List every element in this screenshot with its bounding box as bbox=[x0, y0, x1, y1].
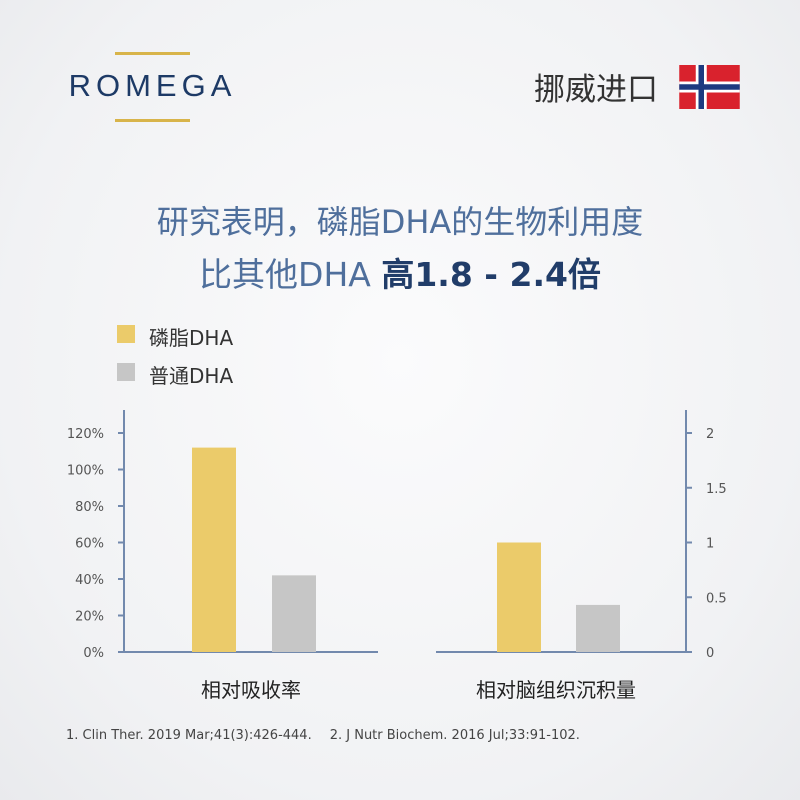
references: 1. Clin Ther. 2019 Mar;41(3):426-444. 2. … bbox=[66, 728, 580, 743]
reference-1: 1. Clin Ther. 2019 Mar;41(3):426-444. bbox=[66, 728, 312, 743]
chart-2-tick-label: 1.5 bbox=[706, 482, 727, 497]
flag-blue-horizontal bbox=[679, 84, 740, 90]
legend-swatch-regular-dha bbox=[117, 363, 135, 381]
legend-swatch-phospholipid-dha bbox=[117, 325, 135, 343]
origin-label: 挪威进口 bbox=[534, 72, 658, 108]
chart-2-tick-label: 0 bbox=[706, 646, 714, 661]
logo-bottom-bar bbox=[115, 119, 190, 122]
chart-1-tick-label: 60% bbox=[75, 537, 104, 552]
chart-1-tick-label: 0% bbox=[83, 646, 104, 661]
chart-2-tick-label: 0.5 bbox=[706, 591, 727, 606]
chart-1-bar-regular-dha bbox=[272, 575, 316, 652]
chart-1-tick-label: 100% bbox=[67, 464, 104, 479]
chart-2-tick-label: 1 bbox=[706, 537, 714, 552]
chart-1-category-label: 相对吸收率 bbox=[201, 678, 301, 702]
legend-label-phospholipid-dha: 磷脂DHA bbox=[149, 326, 234, 350]
headline-highlight: 高1.8 - 2.4倍 bbox=[381, 255, 601, 294]
chart-1-tick-label: 80% bbox=[75, 500, 104, 515]
headline-line-1: 研究表明，磷脂DHA的生物利用度 bbox=[156, 203, 644, 241]
chart-2-bar-phospholipid-dha bbox=[497, 542, 541, 652]
norway-flag-icon bbox=[679, 65, 740, 109]
chart-1-tick-label: 40% bbox=[75, 573, 104, 588]
chart-2-category-label: 相对脑组织沉积量 bbox=[476, 678, 636, 702]
legend-label-regular-dha: 普通DHA bbox=[149, 364, 234, 388]
chart-1-bar-phospholipid-dha bbox=[192, 447, 236, 652]
headline-line-2-prefix: 比其他DHA bbox=[199, 255, 382, 294]
chart-2-bar-regular-dha bbox=[576, 604, 620, 652]
logo-top-bar bbox=[115, 52, 190, 55]
chart-2-tick-label: 2 bbox=[706, 427, 714, 442]
headline-line-2: 比其他DHA 高1.8 - 2.4倍 bbox=[0, 248, 800, 296]
brand-name: ROMEGA bbox=[68, 68, 237, 103]
reference-2: 2. J Nutr Biochem. 2016 Jul;33:91-102. bbox=[329, 728, 580, 743]
chart-1-tick-label: 20% bbox=[75, 610, 104, 625]
brand-logo: ROMEGA bbox=[55, 48, 250, 123]
chart-1-tick-label: 120% bbox=[67, 427, 104, 442]
